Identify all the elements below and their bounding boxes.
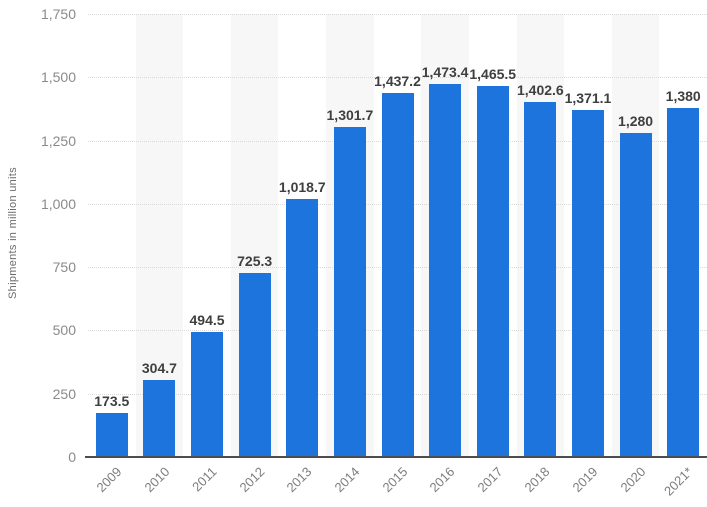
bar-2019[interactable] bbox=[571, 109, 604, 457]
y-axis-title: Shipments in million units bbox=[7, 167, 19, 299]
bar-2015[interactable] bbox=[381, 93, 414, 457]
y-axis-tick-label: 500 bbox=[52, 322, 76, 339]
bar-value-label: 1,280 bbox=[618, 112, 654, 129]
x-axis-tick-label: 2009 bbox=[93, 464, 125, 496]
x-axis-tick-label: 2021* bbox=[661, 464, 696, 499]
y-axis-tick-label: 1,500 bbox=[40, 69, 76, 86]
bar-2010[interactable] bbox=[143, 379, 176, 457]
x-axis-tick-label: 2016 bbox=[426, 464, 458, 496]
bar-value-label: 173.5 bbox=[94, 393, 130, 410]
bar-value-label: 1,371.1 bbox=[564, 89, 612, 106]
plot-area: 173.5 304.7 494.5 725.3 1,018.7 1,301.7 1,437.… bbox=[88, 14, 707, 457]
bar-value-label: 1,437.2 bbox=[374, 73, 421, 90]
bar-value-label: 1,473.4 bbox=[421, 64, 469, 81]
gridline bbox=[88, 77, 707, 79]
x-axis-tick-label: 2012 bbox=[236, 464, 268, 496]
y-axis-tick-label: 1,000 bbox=[40, 195, 76, 212]
bar-2013[interactable] bbox=[286, 199, 319, 457]
x-axis-tick-label: 2013 bbox=[283, 464, 315, 496]
bar-value-label: 1,402.6 bbox=[516, 81, 564, 98]
gridline bbox=[88, 14, 707, 15]
bar-2016[interactable] bbox=[429, 84, 462, 457]
bar-value-label: 1,301.7 bbox=[326, 107, 374, 124]
bar-value-label: 725.3 bbox=[237, 253, 273, 270]
x-axis-tick-label: 2010 bbox=[140, 464, 173, 496]
x-axis-tick-label: 2014 bbox=[331, 464, 363, 496]
bar-2014[interactable] bbox=[333, 127, 366, 457]
bar-2020[interactable] bbox=[619, 132, 652, 457]
y-axis-tick-label: 1,750 bbox=[40, 6, 76, 22]
x-axis-line bbox=[85, 456, 707, 458]
x-axis-tick-label: 2018 bbox=[521, 464, 553, 496]
x-axis-tick-label: 2011 bbox=[189, 464, 220, 495]
x-axis-tick-label: 2015 bbox=[379, 464, 411, 496]
x-axis-tick-label: 2019 bbox=[569, 464, 601, 496]
x-axis-tick-label: 2017 bbox=[474, 464, 506, 496]
bar-2012[interactable] bbox=[238, 273, 271, 457]
bar-2021*[interactable] bbox=[667, 107, 700, 457]
bar-value-label: 1,018.7 bbox=[278, 179, 326, 196]
y-axis-tick-label: 250 bbox=[52, 385, 76, 402]
bar-2009[interactable] bbox=[95, 413, 128, 457]
bar-value-label: 1,465.5 bbox=[469, 66, 517, 83]
y-axis-tick-label: 0 bbox=[68, 449, 76, 465]
x-axis-tick-label: 2020 bbox=[617, 464, 649, 496]
y-axis-tick-label: 1,250 bbox=[40, 132, 76, 149]
bar-2017[interactable] bbox=[476, 86, 509, 457]
bar-2018[interactable] bbox=[524, 101, 557, 457]
bar-value-label: 304.7 bbox=[141, 359, 177, 376]
bar-2011[interactable] bbox=[191, 331, 224, 457]
y-axis-tick-label: 750 bbox=[52, 259, 76, 276]
bar-value-label: 494.5 bbox=[189, 311, 225, 328]
bar-value-label: 1,380 bbox=[665, 87, 701, 104]
